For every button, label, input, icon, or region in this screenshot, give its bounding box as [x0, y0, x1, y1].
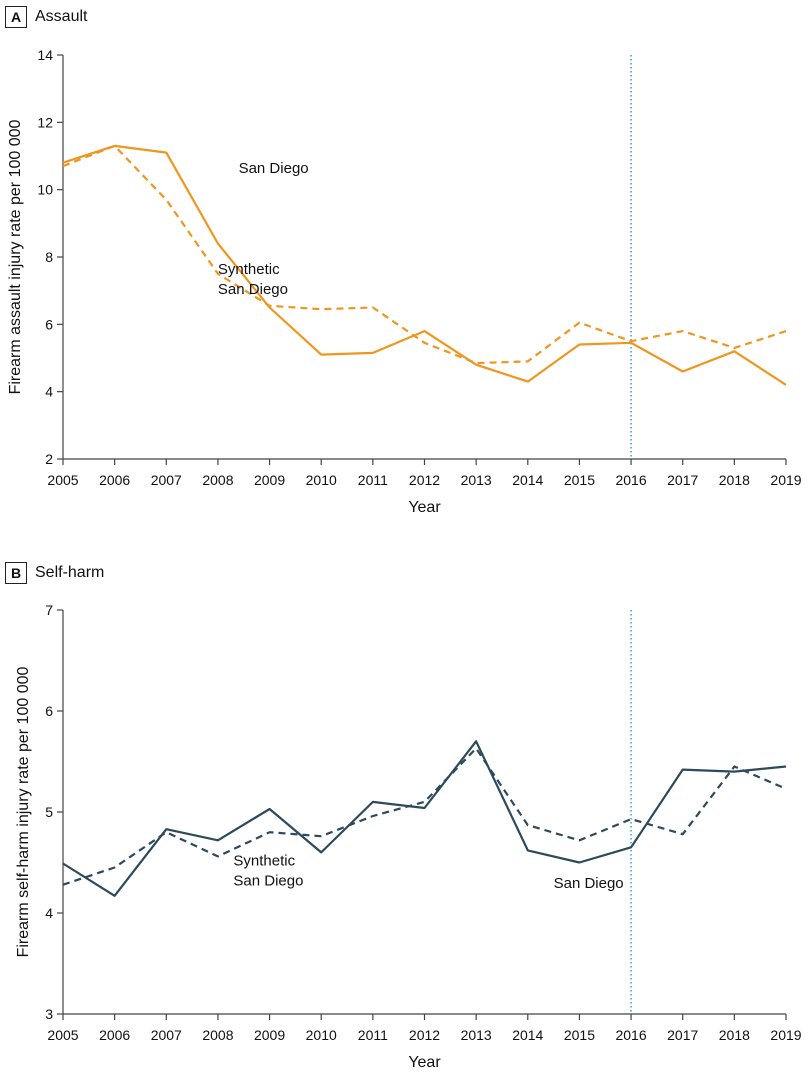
series-annotation: San Diego — [554, 875, 624, 892]
y-tick-label: 6 — [45, 316, 53, 332]
y-tick-label: 4 — [45, 905, 53, 921]
x-tick-label: 2012 — [409, 1027, 440, 1043]
x-axis-title: Year — [408, 499, 441, 516]
series-annotation-line: Synthetic — [218, 261, 280, 278]
panel-b-label: B Self-harm — [5, 562, 104, 584]
y-tick-label: 14 — [37, 47, 53, 63]
panel-a-label: A Assault — [5, 6, 87, 28]
y-tick-label: 5 — [45, 804, 53, 820]
x-tick-label: 2007 — [151, 472, 182, 488]
x-tick-label: 2015 — [564, 1027, 595, 1043]
x-tick-label: 2017 — [667, 1027, 698, 1043]
x-tick-label: 2011 — [358, 472, 388, 488]
panel-a-letter: A — [5, 6, 27, 28]
x-tick-label: 2010 — [306, 1027, 337, 1043]
x-tick-label: 2015 — [564, 472, 595, 488]
series-annotation: Synthetic San Diego — [233, 853, 303, 890]
x-tick-label: 2014 — [512, 1027, 543, 1043]
x-tick-label: 2011 — [358, 1027, 388, 1043]
x-tick-label: 2016 — [615, 472, 646, 488]
x-tick-label: 2006 — [99, 472, 130, 488]
series-annotation-line: Synthetic — [233, 853, 295, 870]
y-tick-label: 7 — [45, 602, 53, 618]
x-tick-label: 2019 — [770, 472, 801, 488]
x-tick-label: 2008 — [202, 472, 233, 488]
x-tick-label: 2013 — [461, 1027, 492, 1043]
x-tick-label: 2016 — [615, 1027, 646, 1043]
panel-a-title: Assault — [35, 8, 88, 25]
y-tick-label: 12 — [37, 114, 53, 130]
series-line-san-diego — [62, 144, 787, 386]
series-line-san-diego — [62, 740, 787, 897]
x-tick-label: 2005 — [47, 1027, 78, 1043]
series-line-synthetic-san-diego — [62, 747, 787, 886]
series-annotation-line: San Diego — [239, 160, 309, 177]
x-tick-label: 2018 — [719, 472, 750, 488]
x-tick-label: 2006 — [99, 1027, 130, 1043]
y-axis-title: Firearm assault injury rate per 100 000 — [7, 120, 24, 395]
x-tick-label: 2013 — [461, 472, 492, 488]
y-tick-label: 4 — [45, 384, 53, 400]
x-axis-title: Year — [408, 1054, 441, 1071]
x-tick-label: 2009 — [254, 1027, 285, 1043]
series-annotation-line: San Diego — [218, 281, 288, 298]
y-axis-title: Firearm self-harm injury rate per 100 00… — [15, 667, 32, 958]
y-tick-label: 3 — [45, 1006, 53, 1022]
series-annotation-line: San Diego — [233, 873, 303, 890]
y-tick-label: 8 — [45, 249, 53, 265]
panel-b-title: Self-harm — [35, 564, 105, 581]
x-tick-label: 2019 — [770, 1027, 801, 1043]
x-tick-label: 2009 — [254, 472, 285, 488]
y-tick-label: 10 — [37, 182, 53, 198]
assault-chart: 2 4 6 8 10 12 14 2005 2006 2007 2008 2009 2010 2011 20… — [7, 47, 802, 516]
x-tick-label: 2012 — [409, 472, 440, 488]
self-harm-chart: 3 4 5 6 7 2005 2006 2007 2008 2009 2010 2011 2012 201… — [15, 602, 802, 1071]
x-tick-label: 2010 — [306, 472, 337, 488]
y-tick-label: 6 — [45, 703, 53, 719]
y-tick-label: 2 — [45, 451, 53, 467]
series-line-synthetic-san-diego — [62, 144, 787, 365]
x-tick-label: 2005 — [47, 472, 78, 488]
series-annotation-line: San Diego — [554, 875, 624, 892]
panel-b-letter: B — [5, 562, 27, 584]
x-tick-label: 2017 — [667, 472, 698, 488]
series-annotation: San Diego — [239, 160, 309, 177]
x-tick-label: 2014 — [512, 472, 543, 488]
x-tick-label: 2007 — [151, 1027, 182, 1043]
x-tick-label: 2018 — [719, 1027, 750, 1043]
series-annotation: Synthetic San Diego — [218, 261, 288, 298]
x-tick-label: 2008 — [202, 1027, 233, 1043]
